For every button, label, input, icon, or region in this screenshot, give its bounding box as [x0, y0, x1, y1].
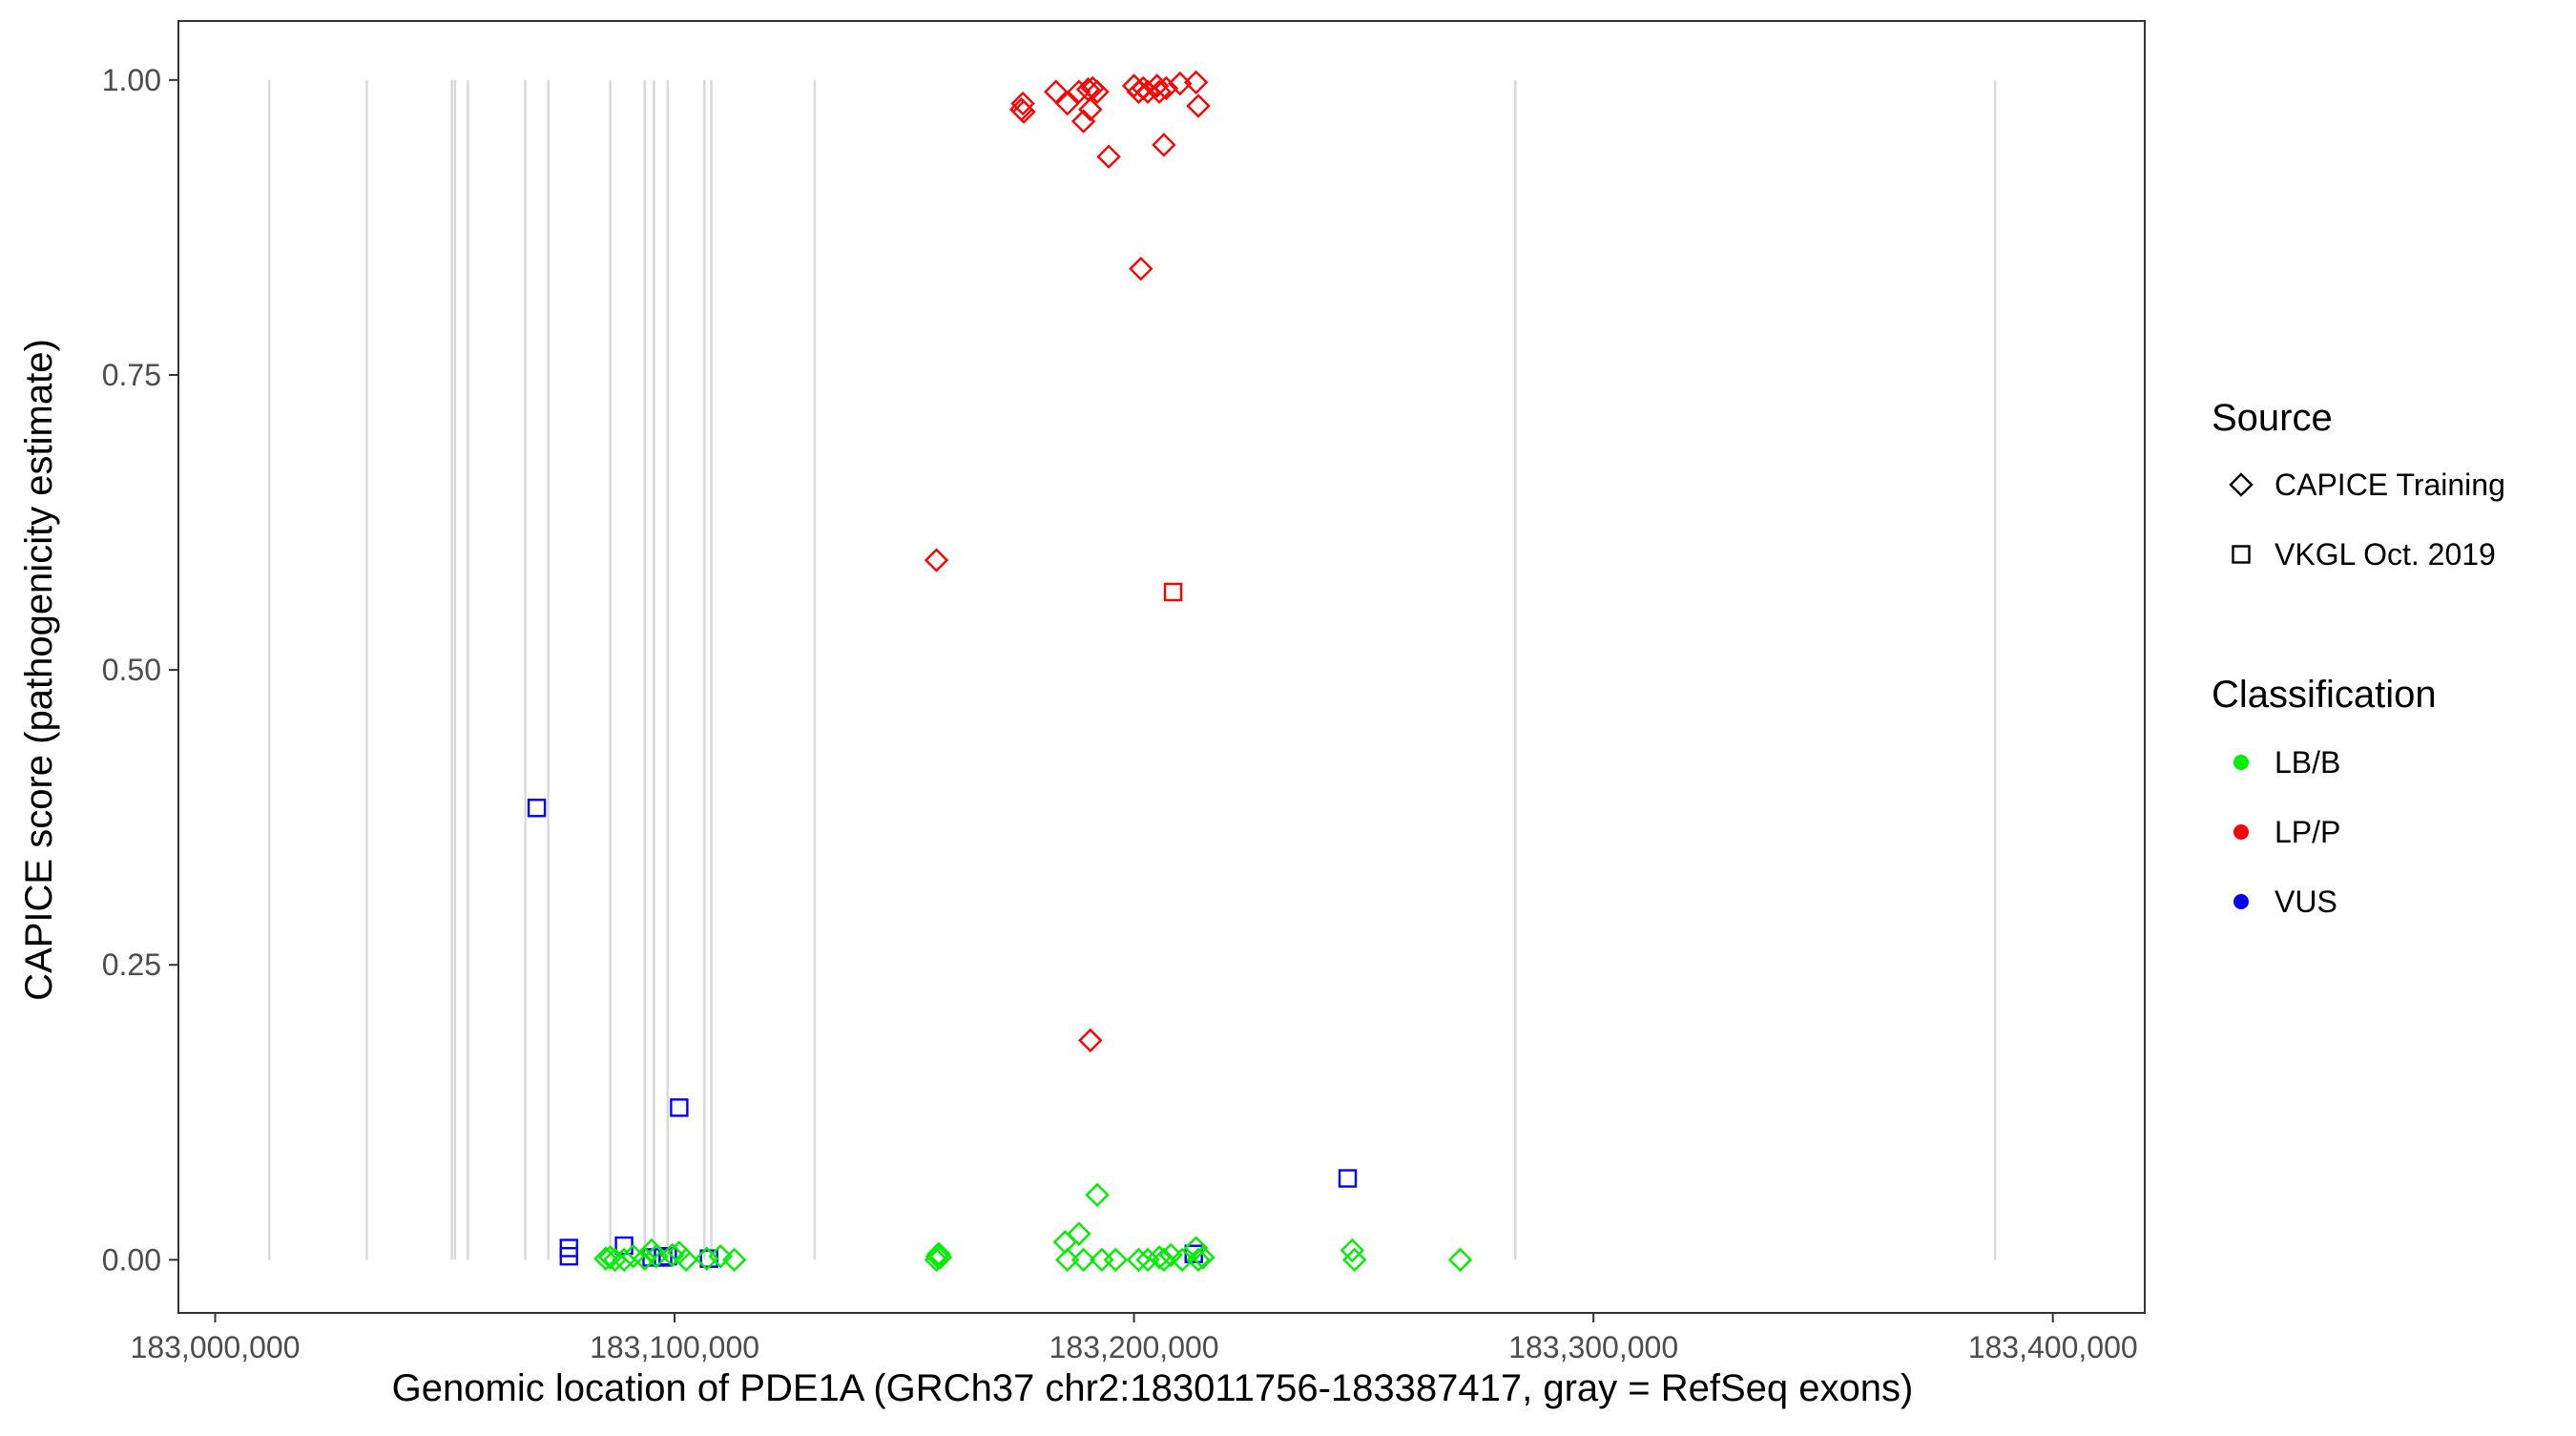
- data-point: [1055, 1247, 1080, 1273]
- y-tick-label: 1.00: [102, 63, 161, 97]
- data-point: [695, 1246, 719, 1271]
- data-points: [527, 70, 1473, 1273]
- legend-key-dot: [2233, 755, 2249, 770]
- data-point: [1070, 109, 1096, 134]
- legend: Source CAPICE Training VKGL Oct. 2019 Cla…: [2212, 397, 2505, 919]
- legend-source-items: CAPICE Training VKGL Oct. 2019: [2229, 468, 2505, 572]
- data-point: [1153, 75, 1179, 101]
- y-tick-label: 0.75: [102, 358, 161, 392]
- data-point: [1158, 1242, 1183, 1268]
- data-point: [1078, 1028, 1103, 1053]
- exon-lines: [267, 79, 1997, 1260]
- data-point: [1186, 94, 1211, 118]
- y-axis-title: CAPICE score (pathogenicity estimate): [18, 339, 60, 1001]
- legend-classification-title: Classification: [2212, 674, 2437, 716]
- data-point: [659, 1242, 685, 1268]
- data-point: [1163, 582, 1183, 602]
- x-tick-label: 183,100,000: [590, 1330, 759, 1364]
- data-point: [721, 1247, 747, 1273]
- data-point: [527, 799, 547, 818]
- legend-classification-label: LP/P: [2275, 815, 2340, 849]
- data-point: [1183, 1236, 1209, 1260]
- legend-source-title: Source: [2212, 397, 2333, 439]
- data-point: [1011, 99, 1036, 124]
- data-point: [593, 1246, 618, 1271]
- legend-classification-label: VUS: [2275, 884, 2337, 919]
- data-point: [1129, 256, 1153, 281]
- axes: 183,000,000 183,100,000 183,200,000 183,300…: [102, 63, 2138, 1364]
- data-point: [633, 1246, 657, 1271]
- data-point: [1103, 1247, 1129, 1273]
- x-tick-label: 183,300,000: [1508, 1330, 1678, 1364]
- x-tick-label: 183,000,000: [131, 1330, 301, 1364]
- data-point: [927, 1245, 953, 1270]
- plot-frame: [177, 20, 2146, 1314]
- x-tick-label: 183,400,000: [1968, 1330, 2138, 1364]
- y-tick-label: 0.50: [102, 653, 161, 687]
- data-point: [1152, 1247, 1176, 1273]
- data-point: [1078, 97, 1103, 122]
- legend-classification-label: LB/B: [2275, 745, 2340, 780]
- data-point: [1067, 79, 1091, 104]
- data-point: [1010, 91, 1035, 116]
- x-axis-title: Genomic location of PDE1A (GRCh37 chr2:1…: [392, 1367, 1914, 1409]
- data-point: [1342, 1247, 1367, 1273]
- data-point: [674, 1247, 698, 1273]
- legend-source-label: VKGL Oct. 2019: [2275, 537, 2496, 572]
- data-point: [1085, 79, 1110, 104]
- data-point: [1447, 1247, 1473, 1273]
- legend-source-label: CAPICE Training: [2275, 468, 2505, 502]
- data-point: [670, 1098, 689, 1117]
- legend-key-dot: [2233, 824, 2249, 840]
- data-point: [1067, 1221, 1091, 1246]
- data-point: [1126, 1247, 1152, 1273]
- y-tick-label: 0.00: [102, 1242, 161, 1277]
- data-point: [708, 1243, 733, 1269]
- x-tick-label: 183,200,000: [1049, 1330, 1219, 1364]
- data-point: [612, 1247, 636, 1273]
- data-point: [559, 1246, 579, 1266]
- data-point: [1183, 70, 1209, 94]
- data-point: [1044, 79, 1069, 104]
- data-point: [1152, 133, 1176, 157]
- legend-key-diamond: [2229, 472, 2254, 497]
- data-point: [1147, 1245, 1172, 1270]
- data-point: [1085, 1182, 1110, 1208]
- data-point: [1170, 1247, 1195, 1273]
- data-point: [1070, 1247, 1096, 1273]
- legend-key-dot: [2233, 894, 2249, 909]
- data-point: [1338, 1169, 1358, 1188]
- data-point: [1186, 1247, 1211, 1273]
- data-point: [597, 1245, 623, 1270]
- legend-classification-items: LB/B LP/P VUS: [2233, 745, 2340, 919]
- legend-key-square: [2232, 545, 2251, 564]
- data-point: [1144, 73, 1170, 98]
- data-point: [1340, 1238, 1365, 1263]
- data-point: [1096, 144, 1121, 169]
- data-point: [1055, 91, 1080, 116]
- data-point: [926, 1241, 951, 1266]
- data-point: [1191, 1245, 1215, 1270]
- data-point: [1135, 1247, 1160, 1273]
- data-point: [924, 548, 949, 572]
- y-tick-label: 0.25: [102, 947, 161, 982]
- data-point: [1147, 79, 1172, 104]
